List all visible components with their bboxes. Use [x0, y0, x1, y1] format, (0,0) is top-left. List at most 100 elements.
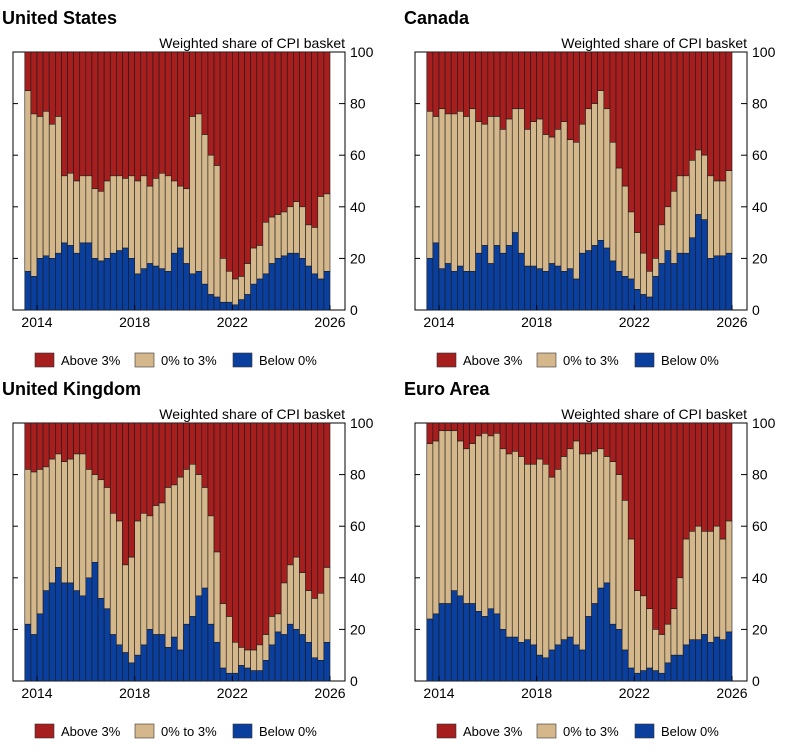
bar-0-to-3pct — [128, 556, 135, 664]
bar-0-to-3pct — [481, 123, 489, 246]
bar-above-3pct — [554, 51, 562, 130]
bar-0-to-3pct — [91, 188, 99, 259]
bar-0-to-3pct — [487, 435, 495, 610]
bar-above-3pct — [201, 51, 209, 135]
bar-below-0pct — [725, 631, 733, 682]
legend-swatch — [34, 352, 55, 368]
bar-below-0pct — [79, 242, 87, 311]
bar-below-0pct — [311, 273, 319, 311]
bar-above-3pct — [603, 51, 611, 110]
bar-above-3pct — [579, 51, 586, 125]
legend-swatch — [634, 723, 655, 739]
bar-below-0pct — [432, 242, 440, 311]
bar-0-to-3pct — [518, 108, 525, 254]
bar-below-0pct — [225, 672, 233, 682]
bar-below-0pct — [658, 263, 666, 311]
bar-above-3pct — [24, 51, 32, 92]
bar-below-0pct — [438, 603, 446, 682]
bar-0-to-3pct — [103, 180, 111, 259]
bar-below-0pct — [554, 644, 562, 682]
bar-below-0pct — [499, 252, 507, 311]
bar-0-to-3pct — [481, 433, 489, 617]
bar-below-0pct — [250, 283, 258, 311]
bar-0-to-3pct — [286, 564, 294, 625]
bar-below-0pct — [475, 252, 483, 311]
bar-above-3pct — [701, 51, 708, 156]
bar-above-3pct — [152, 422, 160, 506]
bar-above-3pct — [646, 422, 653, 610]
bar-above-3pct — [652, 422, 660, 630]
bar-0-to-3pct — [274, 214, 282, 259]
x-tick-label: 2026 — [716, 314, 747, 330]
bar-above-3pct — [511, 51, 519, 110]
bar-0-to-3pct — [505, 118, 513, 246]
bar-0-to-3pct — [670, 191, 678, 264]
bar-above-3pct — [487, 51, 495, 117]
y-tick-label: 0 — [350, 302, 358, 318]
bar-above-3pct — [256, 422, 264, 646]
bar-0-to-3pct — [695, 149, 702, 215]
bar-0-to-3pct — [207, 154, 215, 295]
bar-above-3pct — [432, 422, 440, 442]
y-tick-label: 60 — [752, 518, 768, 534]
bar-above-3pct — [195, 422, 203, 475]
bar-below-0pct — [213, 641, 221, 682]
bar-below-0pct — [293, 629, 300, 682]
bar-above-3pct — [67, 422, 74, 460]
bar-0-to-3pct — [30, 113, 38, 277]
bar-below-0pct — [457, 595, 464, 682]
bar-0-to-3pct — [579, 123, 586, 254]
bar-below-0pct — [323, 641, 331, 682]
bar-0-to-3pct — [719, 180, 727, 257]
bar-0-to-3pct — [55, 453, 62, 568]
bar-0-to-3pct — [280, 211, 288, 257]
bar-below-0pct — [725, 252, 733, 311]
bar-0-to-3pct — [36, 469, 44, 615]
bar-below-0pct — [79, 595, 87, 682]
bar-above-3pct — [232, 422, 239, 643]
bar-below-0pct — [560, 639, 568, 682]
bar-above-3pct — [627, 422, 635, 540]
bar-above-3pct — [55, 51, 62, 117]
bar-below-0pct — [487, 263, 495, 311]
bar-0-to-3pct — [134, 520, 142, 656]
bar-above-3pct — [475, 51, 483, 122]
y-tick-label: 100 — [350, 44, 374, 60]
bar-above-3pct — [109, 422, 117, 514]
bar-above-3pct — [518, 422, 525, 457]
y-tick-label: 100 — [752, 44, 776, 60]
bar-above-3pct — [591, 51, 599, 104]
bar-0-to-3pct — [213, 551, 221, 643]
bar-above-3pct — [658, 422, 666, 635]
bar-0-to-3pct — [262, 221, 270, 275]
bar-below-0pct — [134, 654, 142, 682]
bar-below-0pct — [481, 616, 489, 682]
bar-above-3pct — [505, 422, 513, 455]
bar-0-to-3pct — [463, 448, 470, 604]
bar-above-3pct — [615, 51, 623, 169]
bar-below-0pct — [572, 644, 580, 682]
bar-above-3pct — [152, 51, 160, 179]
bar-0-to-3pct — [280, 582, 288, 635]
bar-above-3pct — [444, 422, 452, 432]
bar-0-to-3pct — [475, 435, 483, 612]
bar-below-0pct — [42, 255, 50, 311]
y-tick-label: 80 — [752, 96, 768, 112]
bar-below-0pct — [250, 670, 258, 682]
bar-above-3pct — [207, 422, 215, 517]
bar-below-0pct — [658, 672, 666, 682]
bar-above-3pct — [499, 422, 507, 450]
legend-label: Above 3% — [61, 724, 121, 739]
bar-0-to-3pct — [609, 142, 617, 262]
bar-below-0pct — [280, 255, 288, 311]
bar-below-0pct — [444, 603, 452, 682]
bar-0-to-3pct — [48, 123, 56, 259]
bar-0-to-3pct — [134, 180, 142, 275]
bar-below-0pct — [262, 273, 270, 311]
bar-0-to-3pct — [505, 453, 513, 638]
x-tick-label: 2018 — [521, 314, 552, 330]
bar-0-to-3pct — [603, 108, 611, 249]
legend-swatch — [134, 352, 155, 368]
bar-above-3pct — [566, 51, 574, 141]
bar-0-to-3pct — [615, 167, 623, 272]
